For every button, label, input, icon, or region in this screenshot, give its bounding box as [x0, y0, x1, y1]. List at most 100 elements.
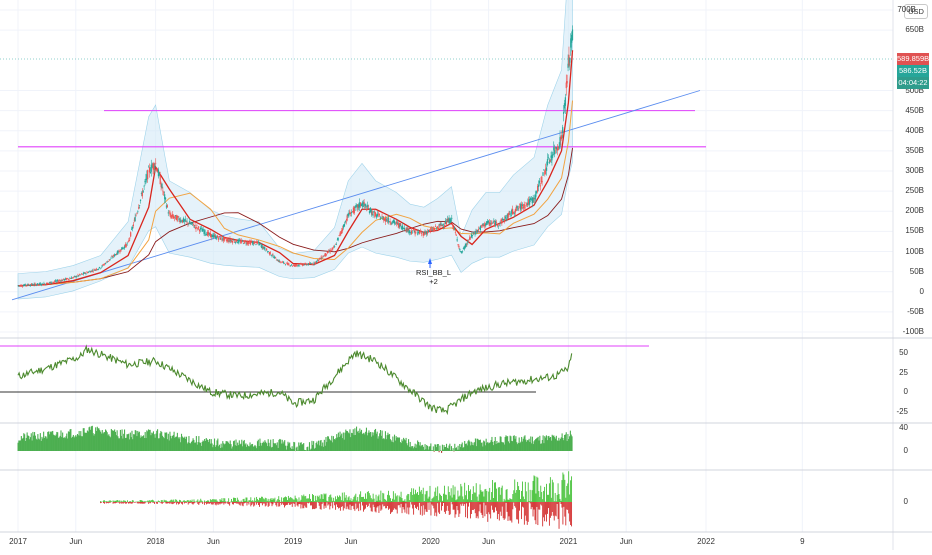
- volume-down-bar: [422, 502, 423, 516]
- candle-body: [441, 225, 442, 226]
- volume-up-bar: [440, 495, 441, 502]
- volume-down-bar: [544, 502, 545, 521]
- volume-up-bar: [117, 500, 118, 502]
- volume-down-bar: [429, 502, 430, 510]
- volume-down-bar: [446, 502, 447, 511]
- volume-down-bar: [287, 502, 288, 505]
- volume-down-bar: [277, 502, 278, 503]
- volume-up-bar: [519, 490, 520, 502]
- volume-up-bar: [339, 495, 340, 502]
- volume-down-bar: [241, 502, 242, 503]
- candle-body: [379, 214, 380, 216]
- candle-body: [67, 278, 68, 279]
- candle-body: [276, 260, 277, 261]
- volume-up-bar: [267, 501, 268, 502]
- volume-down-bar: [303, 502, 304, 508]
- candle-body: [161, 184, 162, 188]
- volume-down-bar: [125, 502, 126, 504]
- candle-body: [107, 262, 108, 263]
- volume-up-bar: [324, 493, 325, 502]
- macd-pane[interactable]: [18, 426, 573, 453]
- candle-body: [344, 224, 345, 227]
- volume-up-bar: [248, 500, 249, 502]
- volume-down-bar: [119, 502, 120, 504]
- macd-bar: [451, 446, 452, 451]
- volume-up-bar: [288, 496, 289, 502]
- candle-body: [118, 251, 119, 252]
- volume-up-bar: [430, 501, 431, 502]
- candle-body: [495, 221, 496, 225]
- candle-body: [325, 253, 326, 256]
- volume-up-bar: [274, 498, 275, 502]
- rsi-pane[interactable]: [0, 346, 649, 413]
- volume-down-bar: [350, 502, 351, 505]
- volume-down-bar: [563, 502, 564, 507]
- volume-down-bar: [309, 502, 310, 503]
- signal-label[interactable]: RSI_BB_L +2: [416, 268, 451, 286]
- volume-down-bar: [555, 502, 556, 516]
- candle-body: [533, 197, 534, 202]
- candle-body: [525, 207, 526, 208]
- volume-up-bar: [413, 488, 414, 502]
- candle-body: [451, 218, 452, 219]
- volume-down-bar: [204, 502, 205, 505]
- candle-body: [372, 211, 373, 215]
- volume-up-bar: [494, 483, 495, 502]
- macd-bar: [434, 451, 435, 452]
- volume-up-bar: [186, 501, 187, 502]
- volume-down-bar: [322, 502, 323, 504]
- volume-up-bar: [539, 497, 540, 502]
- volume-up-bar: [210, 499, 211, 502]
- volume-down-bar: [185, 502, 186, 503]
- volume-down-bar: [115, 502, 116, 504]
- candle-body: [135, 216, 136, 217]
- volume-down-bar: [462, 502, 463, 504]
- volume-down-bar: [371, 502, 372, 511]
- volume-down-bar: [288, 502, 289, 503]
- volume-up-bar: [249, 500, 250, 502]
- price-pane[interactable]: [0, 0, 893, 300]
- candle-body: [272, 254, 273, 255]
- volume-up-bar: [331, 497, 332, 502]
- candle-body: [229, 239, 230, 242]
- volume-down-bar: [168, 502, 169, 503]
- volume-down-bar: [366, 502, 367, 505]
- candle-body: [265, 251, 266, 252]
- candle-body: [101, 267, 102, 268]
- volume-up-bar: [404, 499, 405, 502]
- candle-body: [470, 237, 471, 238]
- volume-up-bar: [165, 501, 166, 502]
- volume-down-bar: [467, 502, 468, 518]
- volume-down-bar: [335, 502, 336, 510]
- candle-body: [546, 167, 547, 170]
- volume-up-bar: [171, 500, 172, 502]
- volume-down-bar: [316, 502, 317, 508]
- volume-down-bar: [409, 502, 410, 507]
- candle-body: [432, 230, 433, 231]
- volume-down-bar: [450, 502, 451, 514]
- volume-up-bar: [173, 500, 174, 502]
- candle-body: [198, 226, 199, 227]
- candle-body: [167, 205, 168, 207]
- prev-close-tag: 586.52B: [897, 65, 929, 77]
- volume-up-bar: [521, 491, 522, 502]
- candle-body: [201, 228, 202, 229]
- volume-down-bar: [108, 502, 109, 503]
- volume-down-bar: [531, 502, 532, 509]
- volume-down-bar: [449, 502, 450, 515]
- volume-up-bar: [385, 500, 386, 502]
- volume-up-bar: [493, 498, 494, 502]
- volume-delta-pane[interactable]: [100, 471, 572, 529]
- candle-body: [497, 225, 498, 226]
- volume-down-bar: [165, 502, 166, 503]
- candle-body: [381, 218, 382, 219]
- volume-down-bar: [162, 502, 163, 504]
- volume-down-bar: [274, 502, 275, 503]
- volume-up-bar: [314, 501, 315, 502]
- candle-body: [85, 273, 86, 274]
- volume-down-bar: [142, 502, 143, 503]
- volume-up-bar: [320, 499, 321, 502]
- volume-down-bar: [278, 502, 279, 507]
